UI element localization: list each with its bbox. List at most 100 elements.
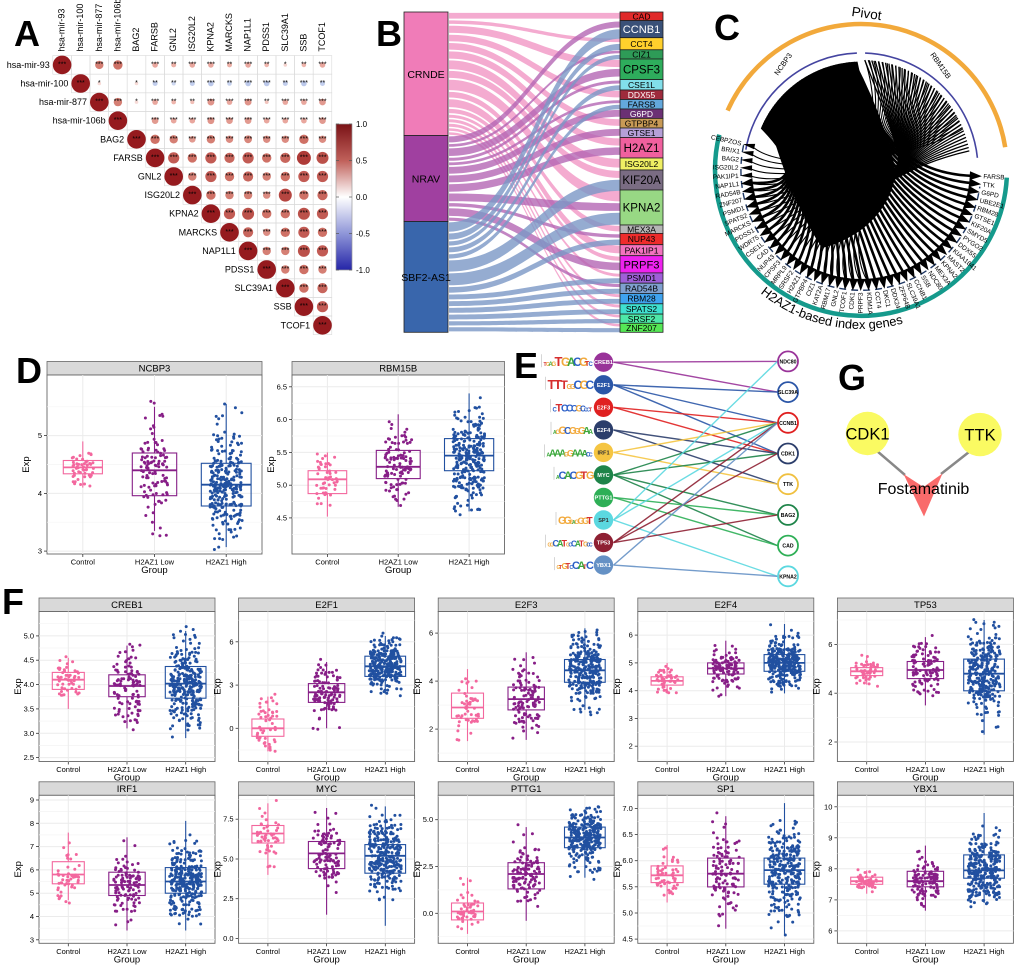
svg-text:Group: Group — [513, 773, 539, 784]
svg-text:***: *** — [281, 99, 289, 106]
svg-text:Exp: Exp — [612, 678, 623, 694]
svg-text:BAG2: BAG2 — [781, 513, 796, 519]
svg-text:***: *** — [188, 173, 196, 180]
svg-text:***: *** — [300, 136, 308, 143]
svg-text:***: *** — [263, 117, 271, 124]
svg-text:CSE1L: CSE1L — [628, 80, 655, 90]
svg-text:hsa-mir-106b: hsa-mir-106b — [53, 116, 106, 126]
svg-text:BAG2: BAG2 — [131, 28, 141, 52]
svg-text:E2F3: E2F3 — [597, 405, 610, 411]
svg-text:GNL2: GNL2 — [168, 28, 178, 52]
svg-text:4: 4 — [38, 489, 42, 498]
svg-text:NAP1L1: NAP1L1 — [715, 181, 740, 191]
svg-text:9: 9 — [30, 796, 34, 805]
svg-text:MYC: MYC — [316, 784, 337, 795]
svg-text:KDM1A: KDM1A — [865, 292, 873, 315]
svg-text:PDSS1: PDSS1 — [225, 265, 255, 275]
svg-text:SLC39A1: SLC39A1 — [280, 13, 290, 52]
svg-text:ISG20L2: ISG20L2 — [187, 16, 197, 52]
svg-text:H2AZ1 High: H2AZ1 High — [449, 558, 490, 567]
svg-text:H2AZ1 High: H2AZ1 High — [964, 765, 1005, 774]
svg-text:NDC80: NDC80 — [779, 359, 796, 365]
svg-text:***: *** — [188, 61, 196, 68]
svg-text:5.0: 5.0 — [277, 481, 287, 490]
svg-text:GTSE1: GTSE1 — [628, 128, 656, 138]
svg-text:***: *** — [244, 154, 252, 161]
svg-text:0.0: 0.0 — [423, 909, 433, 918]
svg-text:MEX3A: MEX3A — [627, 224, 656, 234]
svg-text:AGGCGGGAA: AGGCGGGAA — [553, 425, 593, 437]
svg-text:SSB: SSB — [298, 34, 308, 52]
svg-text:***: *** — [281, 154, 289, 161]
svg-text:CDK1: CDK1 — [848, 292, 856, 310]
svg-text:3.5: 3.5 — [24, 704, 34, 713]
svg-text:Group: Group — [114, 773, 140, 784]
svg-text:5: 5 — [629, 658, 633, 667]
svg-text:CCNB1: CCNB1 — [779, 421, 797, 427]
svg-text:***: *** — [225, 136, 233, 143]
svg-text:H2AZ1 High: H2AZ1 High — [764, 765, 805, 774]
svg-text:***: *** — [151, 117, 159, 124]
svg-text:Group: Group — [114, 954, 140, 965]
svg-text:E2F4: E2F4 — [597, 428, 611, 434]
svg-text:SPATS2: SPATS2 — [626, 304, 658, 314]
svg-text:H2AZ1 Low: H2AZ1 Low — [379, 558, 419, 567]
svg-text:Group: Group — [313, 773, 339, 784]
svg-text:RBM15B: RBM15B — [379, 364, 417, 375]
svg-text:***: *** — [244, 210, 252, 217]
svg-text:MARCKS: MARCKS — [179, 227, 218, 237]
svg-text:PDSS1: PDSS1 — [261, 22, 271, 52]
svg-text:***: *** — [300, 247, 308, 254]
svg-text:RBM28: RBM28 — [627, 294, 656, 304]
svg-text:NUP43: NUP43 — [628, 234, 656, 244]
svg-text:5.5: 5.5 — [277, 448, 287, 457]
svg-text:***: *** — [281, 210, 289, 217]
svg-text:**: ** — [264, 61, 270, 68]
svg-text:1.0: 1.0 — [356, 120, 368, 129]
svg-text:***: *** — [281, 247, 289, 254]
svg-text:Pivot: Pivot — [851, 4, 883, 23]
svg-text:E2F4: E2F4 — [714, 600, 737, 611]
svg-text:***: *** — [188, 192, 196, 199]
svg-text:PTTG1: PTTG1 — [511, 784, 542, 795]
svg-text:***: *** — [207, 210, 215, 217]
svg-text:***: *** — [170, 173, 178, 180]
svg-text:Control: Control — [256, 765, 281, 774]
svg-text:PRPF3: PRPF3 — [623, 259, 659, 271]
svg-text:***: *** — [225, 229, 233, 236]
svg-text:-1.0: -1.0 — [356, 266, 370, 275]
svg-text:NCBP3: NCBP3 — [139, 364, 171, 375]
svg-text:*: * — [135, 99, 138, 106]
svg-text:CREB1: CREB1 — [111, 600, 143, 611]
svg-text:H2AZ1: H2AZ1 — [624, 143, 660, 155]
svg-text:MYC: MYC — [597, 473, 609, 479]
svg-text:4.5: 4.5 — [277, 513, 287, 522]
svg-text:***: *** — [300, 80, 308, 87]
svg-text:GTGTCCATC: GTGTCCATC — [557, 560, 595, 572]
svg-text:***: *** — [244, 247, 252, 254]
svg-text:***: *** — [263, 247, 271, 254]
svg-text:***: *** — [170, 117, 178, 124]
svg-text:***: *** — [225, 154, 233, 161]
svg-text:***: *** — [281, 192, 289, 199]
svg-text:**: ** — [171, 80, 177, 87]
svg-text:BRIX1: BRIX1 — [721, 146, 741, 156]
svg-text:CCNB1: CCNB1 — [623, 24, 661, 36]
svg-text:SP1: SP1 — [598, 518, 609, 524]
svg-text:GGCATGCCATGCC: GGCATGCCATGCC — [548, 539, 594, 549]
svg-text:TTTGGCGC: TTTGGCGC — [548, 377, 595, 392]
svg-text:ISG20L2: ISG20L2 — [713, 164, 739, 171]
svg-text:FARSB: FARSB — [113, 153, 143, 163]
svg-text:***: *** — [244, 80, 252, 87]
svg-text:Control: Control — [315, 558, 340, 567]
svg-text:***: *** — [281, 229, 289, 236]
svg-text:***: *** — [151, 61, 159, 68]
svg-text:E: E — [514, 345, 538, 386]
svg-text:***: *** — [207, 117, 215, 124]
svg-text:**: ** — [283, 80, 289, 87]
svg-text:4: 4 — [629, 686, 633, 695]
svg-text:***: *** — [318, 285, 326, 292]
svg-text:2.5: 2.5 — [24, 753, 34, 762]
svg-text:Control: Control — [56, 765, 81, 774]
svg-text:TCOF1: TCOF1 — [317, 22, 327, 52]
